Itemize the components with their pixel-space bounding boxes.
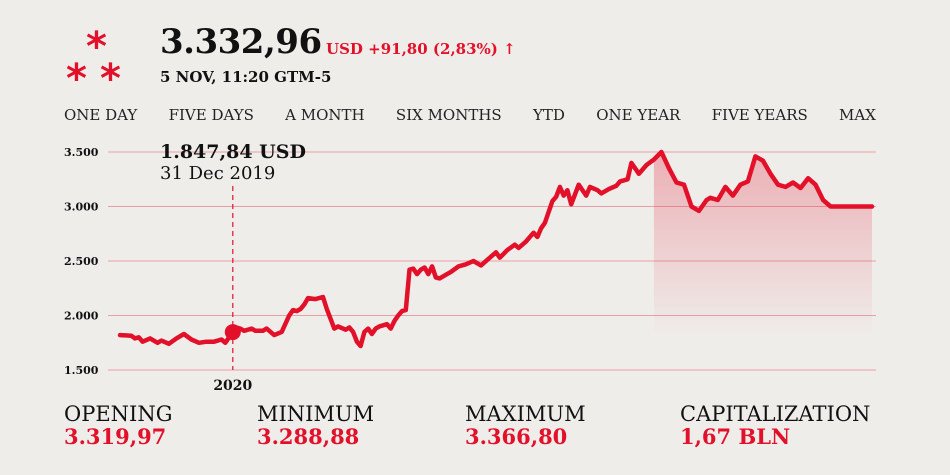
stat-opening-label: OPENING — [64, 402, 173, 426]
tab-six-months[interactable]: SIX MONTHS — [395, 106, 502, 124]
stat-maximum: MAXIMUM 3.366,80 — [465, 402, 586, 449]
asterisk-logo-icon: * * * — [66, 26, 121, 96]
tab-one-day[interactable]: ONE DAY — [64, 106, 138, 124]
stat-minimum-value: 3.288,88 — [257, 424, 360, 449]
svg-text:*: * — [66, 56, 87, 96]
price-line — [117, 149, 875, 349]
stat-opening-value: 3.319,97 — [64, 424, 167, 449]
y-tick-label: 2.500 — [64, 255, 99, 268]
tab-ytd[interactable]: YTD — [533, 106, 565, 124]
price-change: USD +91,80 (2,83%) ↑ — [326, 40, 516, 58]
tab-one-year[interactable]: ONE YEAR — [596, 106, 681, 124]
price-timestamp: 5 NOV, 11:20 GTM-5 — [160, 68, 332, 86]
stat-capitalization-value: 1,67 BLN — [680, 424, 791, 449]
tab-a-month[interactable]: A MONTH — [285, 106, 365, 124]
tooltip-date: 31 Dec 2019 — [160, 163, 275, 184]
stat-capitalization-label: CAPITALIZATION — [680, 402, 871, 426]
tab-five-days[interactable]: FIVE DAYS — [168, 106, 254, 124]
stat-minimum-label: MINIMUM — [257, 402, 375, 426]
x-tick-label: 2020 — [213, 378, 252, 394]
y-tick-label: 2.000 — [64, 310, 99, 323]
stat-opening: OPENING 3.319,97 — [64, 402, 173, 449]
current-price: 3.332,96 — [160, 22, 322, 62]
highlight-point[interactable] — [224, 324, 241, 341]
stat-capitalization: CAPITALIZATION 1,67 BLN — [680, 402, 870, 449]
tab-five-years[interactable]: FIVE YEARS — [711, 106, 808, 124]
y-tick-label: 1.500 — [64, 364, 99, 377]
tooltip-value: 1.847,84 USD — [160, 141, 306, 163]
y-tick-label: 3.000 — [64, 201, 99, 214]
stat-minimum: MINIMUM 3.288,88 — [257, 402, 374, 449]
range-tabs: ONE DAY FIVE DAYS A MONTH SIX MONTHS YTD… — [64, 106, 876, 124]
price-area — [653, 152, 872, 338]
stat-maximum-label: MAXIMUM — [465, 402, 586, 426]
svg-text:*: * — [100, 56, 121, 96]
svg-text:*: * — [86, 26, 107, 70]
tab-max[interactable]: MAX — [839, 106, 876, 124]
y-tick-label: 3.500 — [64, 146, 99, 159]
stat-maximum-value: 3.366,80 — [465, 424, 568, 449]
